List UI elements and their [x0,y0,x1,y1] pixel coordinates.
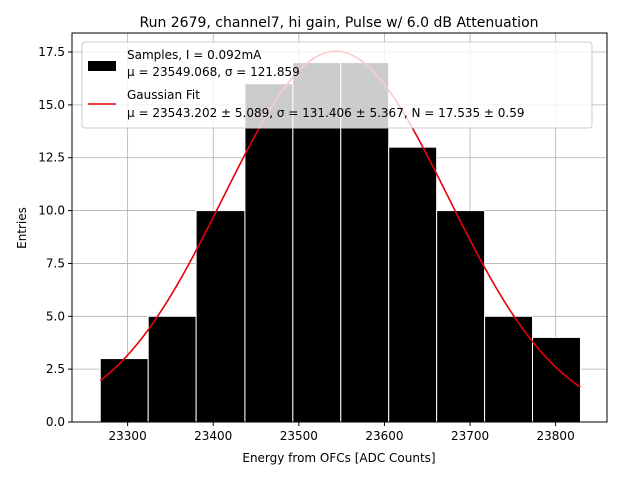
histogram-bar [484,315,534,423]
legend-label-fit: Gaussian Fit [127,88,200,102]
plot-frame [71,32,608,423]
y-axis-ticks: 0.0 2.5 5.0 7.5 10.0 12.5 15.0 17.5 [38,45,72,429]
legend-label-samples: Samples, I = 0.092mA [127,48,262,62]
histogram-bar [99,358,149,423]
x-tick-label: 23800 [537,429,575,443]
x-tick-label: 23600 [365,429,403,443]
y-tick-label: 17.5 [38,45,65,59]
x-axis-label: Energy from OFCs [ADC Counts] [242,451,435,465]
histogram-bar [244,83,294,423]
chart-title: Run 2679, channel7, hi gain, Pulse w/ 6.… [139,15,538,31]
y-tick-label: 7.5 [46,256,65,270]
histogram-bar [388,146,438,423]
y-tick-label: 12.5 [38,151,65,165]
y-axis-label: Entries [15,207,29,249]
legend-sublabel-fit: μ = 23543.202 ± 5.089, σ = 131.406 ± 5.3… [127,106,525,120]
y-tick-label: 15.0 [38,98,65,112]
x-tick-label: 23500 [280,429,318,443]
histogram-bar [147,315,197,423]
legend-swatch-samples [88,61,116,71]
legend: Samples, I = 0.092mA μ = 23549.068, σ = … [81,41,593,129]
y-tick-label: 10.0 [38,204,65,218]
x-tick-label: 23400 [194,429,232,443]
y-tick-label: 2.5 [46,362,65,376]
histogram-bars [99,62,581,423]
legend-sublabel-samples: μ = 23549.068, σ = 121.859 [127,65,300,79]
x-tick-label: 23300 [109,429,147,443]
y-tick-label: 0.0 [46,415,65,429]
histogram-bar [195,210,246,423]
histogram-bar [436,210,486,423]
legend-box [81,41,593,129]
x-axis-ticks: 23300 23400 23500 23600 23700 23800 [109,422,575,443]
x-tick-label: 23700 [451,429,489,443]
y-tick-label: 5.0 [46,309,65,323]
